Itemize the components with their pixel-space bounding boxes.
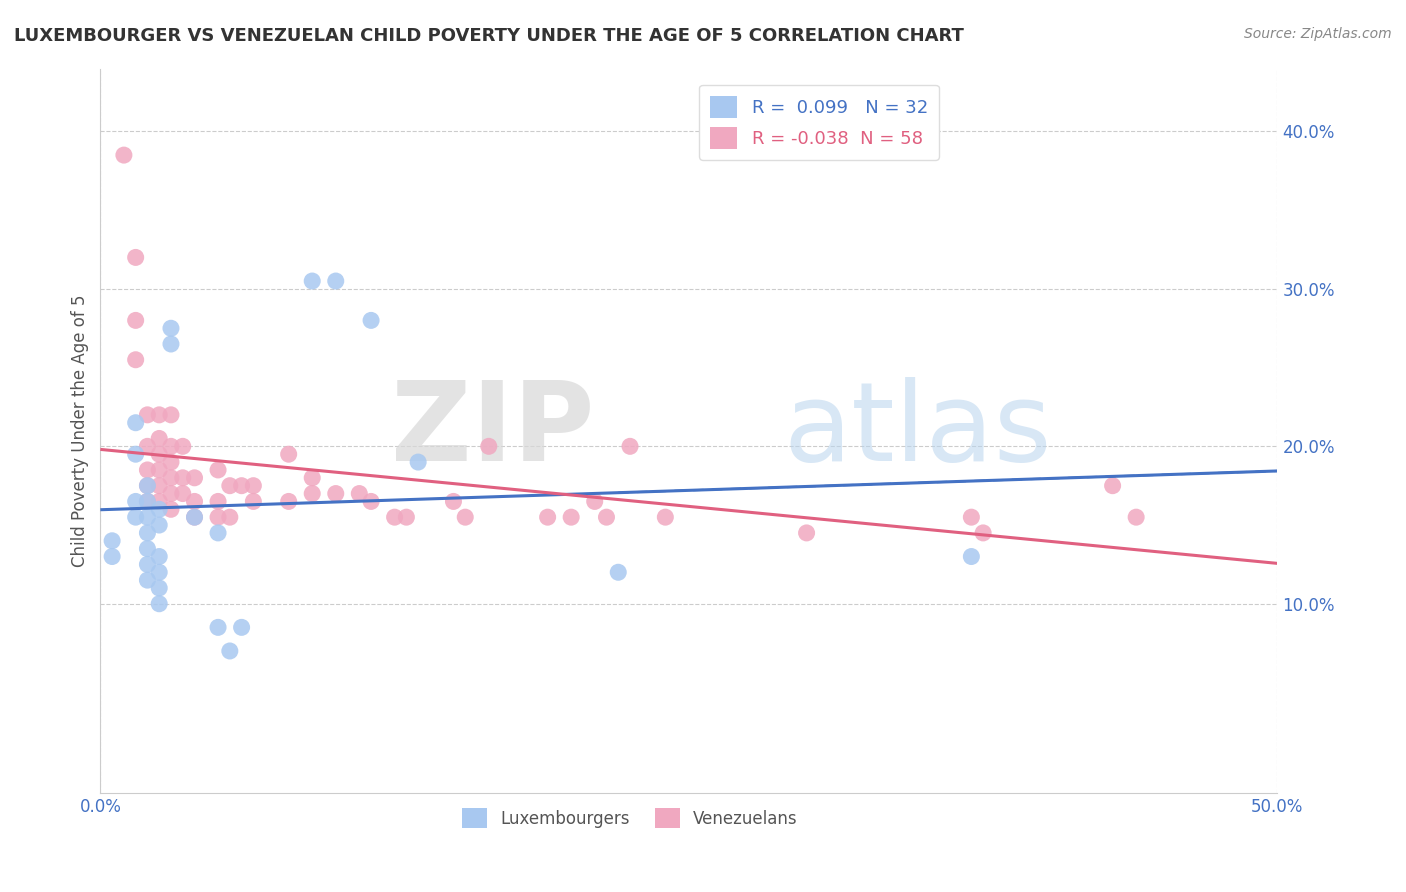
Point <box>148 463 170 477</box>
Point <box>136 573 159 587</box>
Point <box>242 478 264 492</box>
Y-axis label: Child Poverty Under the Age of 5: Child Poverty Under the Age of 5 <box>72 294 89 566</box>
Point <box>148 518 170 533</box>
Point <box>301 274 323 288</box>
Point <box>583 494 606 508</box>
Point <box>301 486 323 500</box>
Text: LUXEMBOURGER VS VENEZUELAN CHILD POVERTY UNDER THE AGE OF 5 CORRELATION CHART: LUXEMBOURGER VS VENEZUELAN CHILD POVERTY… <box>14 27 965 45</box>
Point <box>207 463 229 477</box>
Point <box>160 337 183 351</box>
Point <box>619 439 641 453</box>
Point <box>148 494 170 508</box>
Point <box>124 352 146 367</box>
Point <box>136 494 159 508</box>
Point <box>654 510 676 524</box>
Point <box>124 510 146 524</box>
Point <box>478 439 501 453</box>
Point <box>136 478 159 492</box>
Point <box>325 486 347 500</box>
Point <box>301 471 323 485</box>
Text: Source: ZipAtlas.com: Source: ZipAtlas.com <box>1244 27 1392 41</box>
Point <box>148 549 170 564</box>
Point <box>207 525 229 540</box>
Legend: Luxembourgers, Venezuelans: Luxembourgers, Venezuelans <box>456 801 804 835</box>
Point <box>406 455 429 469</box>
Point <box>183 510 205 524</box>
Text: ZIP: ZIP <box>391 377 595 484</box>
Point <box>231 478 253 492</box>
Point <box>360 313 382 327</box>
Point <box>136 558 159 572</box>
Point <box>148 408 170 422</box>
Point <box>560 510 582 524</box>
Point <box>136 463 159 477</box>
Point <box>536 510 558 524</box>
Text: atlas: atlas <box>783 377 1052 484</box>
Point <box>231 620 253 634</box>
Point <box>595 510 617 524</box>
Point <box>349 486 371 500</box>
Point <box>136 439 159 453</box>
Point <box>172 439 194 453</box>
Point <box>148 447 170 461</box>
Point <box>136 408 159 422</box>
Point <box>218 478 240 492</box>
Point <box>242 494 264 508</box>
Point <box>172 471 194 485</box>
Point <box>1125 510 1147 524</box>
Point <box>101 549 124 564</box>
Point <box>277 494 299 508</box>
Point <box>148 597 170 611</box>
Point <box>384 510 406 524</box>
Point <box>207 494 229 508</box>
Point <box>136 494 159 508</box>
Point <box>148 478 170 492</box>
Point <box>160 502 183 516</box>
Point <box>148 566 170 580</box>
Point <box>218 510 240 524</box>
Point <box>124 251 146 265</box>
Point <box>183 494 205 508</box>
Point <box>160 408 183 422</box>
Point <box>136 478 159 492</box>
Point <box>218 644 240 658</box>
Point <box>160 471 183 485</box>
Point <box>183 471 205 485</box>
Point <box>136 541 159 556</box>
Point <box>136 525 159 540</box>
Point <box>277 447 299 461</box>
Point <box>207 510 229 524</box>
Point <box>160 486 183 500</box>
Point <box>325 274 347 288</box>
Point <box>124 313 146 327</box>
Point <box>207 620 229 634</box>
Point <box>160 455 183 469</box>
Point <box>443 494 465 508</box>
Point <box>1101 478 1123 492</box>
Point <box>148 502 170 516</box>
Point <box>172 486 194 500</box>
Point <box>960 549 983 564</box>
Point <box>360 494 382 508</box>
Point <box>136 510 159 524</box>
Point <box>112 148 135 162</box>
Point <box>124 416 146 430</box>
Point <box>148 432 170 446</box>
Point <box>160 439 183 453</box>
Point <box>148 581 170 595</box>
Point <box>183 510 205 524</box>
Point <box>101 533 124 548</box>
Point <box>972 525 994 540</box>
Point <box>395 510 418 524</box>
Point <box>160 321 183 335</box>
Point <box>796 525 818 540</box>
Point <box>960 510 983 524</box>
Point <box>607 566 630 580</box>
Point <box>454 510 477 524</box>
Point <box>124 447 146 461</box>
Point <box>124 494 146 508</box>
